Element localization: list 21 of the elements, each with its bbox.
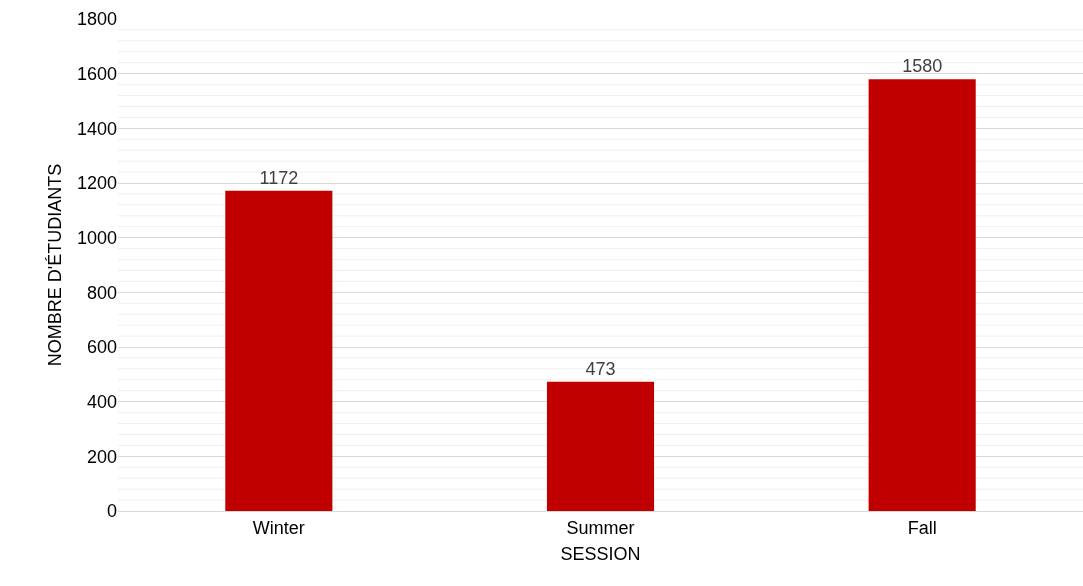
y-axis-title: NOMBRE D'ÉTUDIANTS (45, 163, 66, 367)
bar (225, 190, 333, 511)
x-axis-title: SESSION (560, 543, 641, 564)
y-tick-label: 1600 (76, 63, 117, 84)
data-label: 1172 (259, 167, 299, 188)
y-tick-label: 1800 (76, 9, 117, 30)
bar (546, 381, 655, 511)
y-tick-label: 0 (106, 501, 117, 522)
y-tick-label: 400 (86, 391, 117, 412)
data-label: 473 (585, 358, 616, 379)
x-tick-label: Fall (907, 517, 937, 538)
x-tick-label: Winter (252, 517, 305, 538)
y-tick-label: 200 (86, 446, 117, 467)
data-label: 1580 (902, 56, 943, 77)
bar (868, 79, 976, 511)
y-tick-label: 600 (86, 337, 117, 358)
y-tick-label: 800 (86, 282, 117, 303)
y-tick-label: 1200 (76, 173, 117, 194)
x-tick-label: Summer (566, 517, 635, 538)
y-tick-label: 1000 (76, 227, 117, 248)
y-tick-label: 1400 (76, 118, 117, 139)
